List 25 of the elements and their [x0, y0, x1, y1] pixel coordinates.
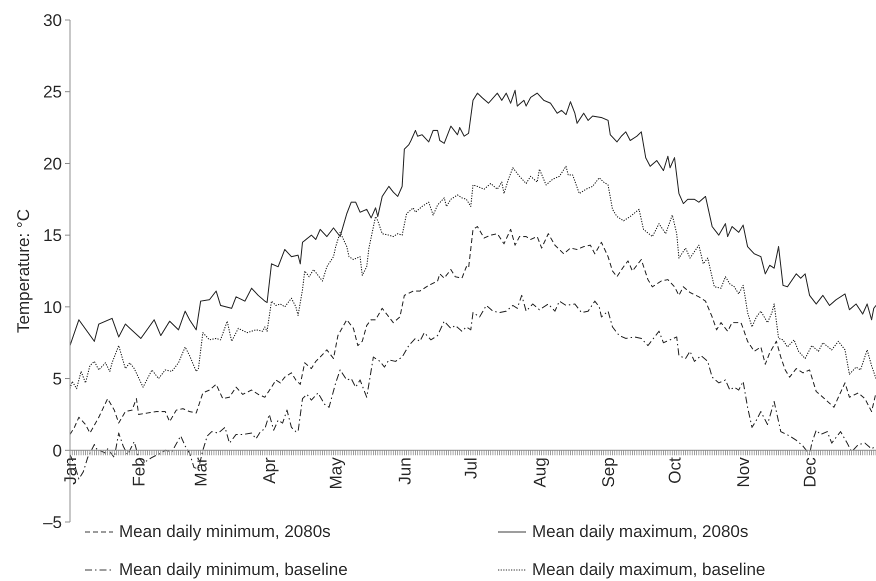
y-tick-label: 5: [52, 370, 62, 389]
x-tick-label: Jun: [395, 457, 414, 485]
x-tick-label: Nov: [734, 456, 754, 488]
x-tick-label: Aug: [530, 457, 550, 488]
y-tick-label: 15: [43, 226, 62, 246]
x-tick-label: Oct: [665, 457, 684, 484]
legend-label: Mean daily maximum, baseline: [532, 560, 766, 580]
y-tick-label: –5: [43, 513, 62, 532]
y-tick-label: 25: [43, 82, 62, 102]
y-tick-label: 30: [43, 11, 62, 30]
x-tick-label: Dec: [800, 456, 820, 488]
y-tick-label: 20: [43, 154, 62, 174]
x-tick-label: May: [326, 456, 346, 490]
y-tick-label: 10: [43, 298, 62, 317]
legend-label: Mean daily maximum, 2080s: [532, 522, 748, 542]
x-tick-label: Sep: [599, 457, 618, 488]
y-axis-title: Temperature: °C: [14, 209, 33, 333]
x-tick-label: Apr: [260, 456, 280, 484]
legend-label: Mean daily minimum, baseline: [119, 560, 348, 580]
y-tick-label: 0: [52, 441, 62, 460]
x-tick-label: Jan: [60, 457, 80, 485]
x-tick-label: Mar: [192, 456, 211, 487]
x-tick-label: Feb: [130, 457, 149, 487]
legend-label: Mean daily minimum, 2080s: [119, 522, 331, 542]
x-tick-label: Jul: [462, 457, 481, 480]
